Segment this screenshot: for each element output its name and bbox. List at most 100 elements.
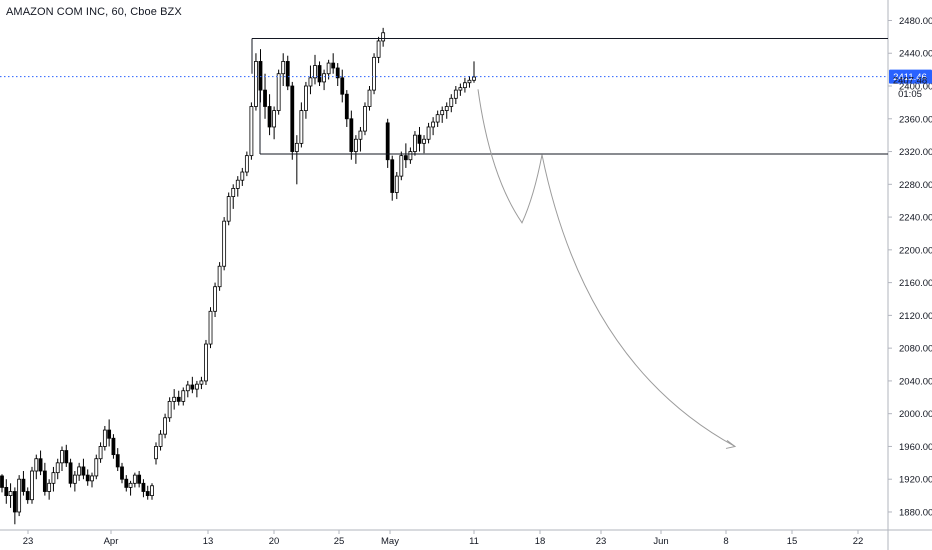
candle-body: [47, 482, 52, 492]
candle: [64, 444, 69, 467]
candle-body: [150, 485, 154, 496]
candle-body: [208, 310, 213, 345]
candle-body: [408, 151, 413, 161]
candle: [254, 53, 258, 111]
x-tick-label: May: [381, 536, 399, 547]
candle: [8, 483, 13, 508]
candle-body: [367, 89, 372, 107]
candle-body: [281, 61, 286, 75]
candle-body: [344, 93, 349, 120]
candle-body: [204, 343, 208, 382]
candle: [226, 192, 231, 226]
candle: [163, 413, 167, 439]
candle-body: [399, 155, 404, 177]
candle-body: [294, 142, 299, 152]
candle-body: [163, 417, 167, 435]
candle-body: [8, 491, 13, 496]
candle-body: [102, 429, 107, 447]
candle: [322, 69, 326, 91]
candle: [281, 53, 286, 87]
candle: [308, 65, 313, 95]
candle-body: [244, 155, 249, 173]
candle-body: [176, 396, 181, 402]
candle-body: [167, 400, 172, 419]
candle: [77, 462, 82, 481]
candle: [349, 110, 354, 160]
candle-body: [326, 62, 331, 75]
y-tick-label: 2200.00: [899, 245, 932, 256]
candle-body: [254, 61, 258, 107]
candle: [376, 36, 381, 64]
candle: [467, 76, 472, 88]
candle-body: [137, 474, 142, 484]
candle: [299, 102, 304, 148]
candle: [176, 390, 181, 406]
candle-body: [353, 138, 358, 152]
x-tick-label: 23: [23, 536, 34, 547]
candle: [331, 53, 336, 74]
candle-body: [25, 491, 30, 501]
candle: [190, 376, 195, 394]
chart-title: AMAZON COM INC, 60, Cboe BZX: [6, 6, 182, 18]
candle: [222, 217, 227, 271]
candle-body: [94, 458, 99, 477]
candle-body: [431, 121, 436, 128]
candle-body: [358, 130, 363, 140]
candle-body: [17, 478, 22, 513]
candle-body: [21, 478, 26, 492]
candle: [304, 81, 308, 119]
price-label: 2411.46: [893, 72, 927, 83]
candle: [413, 131, 417, 156]
candle: [267, 94, 272, 136]
candle: [408, 147, 413, 164]
candle: [141, 479, 146, 498]
candle-body: [240, 171, 245, 181]
candle-body: [413, 134, 417, 152]
candle-body: [381, 32, 386, 42]
axis-extra-label: 2407.48: [893, 75, 927, 86]
candle: [17, 475, 22, 517]
candle-body: [60, 450, 64, 464]
candle: [167, 397, 172, 422]
candle: [340, 69, 345, 103]
y-tick-label: 2000.00: [899, 409, 932, 420]
candle: [120, 462, 124, 484]
candle-body: [304, 85, 308, 111]
candle: [240, 167, 245, 186]
candle: [90, 472, 94, 488]
candle-body: [226, 196, 231, 222]
y-tick-label: 2360.00: [899, 114, 932, 125]
candle: [422, 135, 426, 154]
candle-body: [120, 466, 124, 480]
candle-body: [449, 97, 454, 107]
candle-body: [385, 122, 390, 161]
candle: [449, 94, 454, 113]
x-tick-label: 23: [596, 536, 607, 547]
candle: [194, 380, 199, 398]
candle: [98, 442, 103, 463]
y-tick-label: 2400.00: [899, 82, 932, 93]
candle: [25, 487, 30, 504]
candle-body: [417, 134, 422, 144]
candle-body: [115, 454, 120, 468]
candle: [181, 387, 186, 406]
candle-body: [285, 61, 290, 87]
candle-body: [403, 155, 408, 161]
candle: [358, 126, 363, 152]
candle: [150, 483, 154, 500]
candle-body: [444, 106, 449, 111]
candle-body: [390, 159, 395, 193]
candle: [208, 307, 213, 349]
y-tick-label: 2480.00: [899, 16, 932, 27]
candle: [47, 479, 52, 500]
candle-body: [313, 65, 317, 79]
candle: [199, 376, 204, 390]
candle-body: [335, 67, 340, 79]
candle-body: [68, 462, 73, 484]
candle-body: [85, 474, 90, 482]
x-tick-label: 15: [787, 536, 798, 547]
x-tick-label: 13: [203, 536, 214, 547]
candle: [417, 126, 422, 152]
y-tick-label: 1880.00: [899, 507, 932, 518]
